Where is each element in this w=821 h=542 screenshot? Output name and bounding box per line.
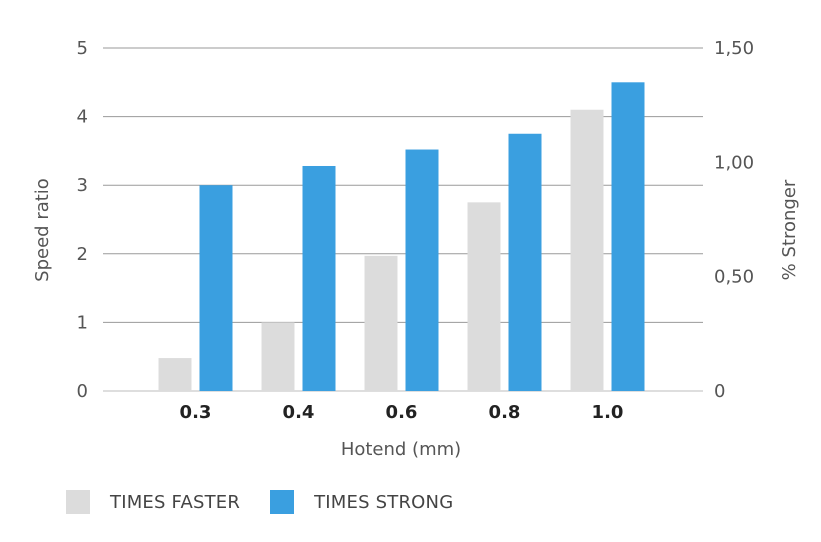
- right-tick-label: 1,50: [714, 38, 754, 59]
- bar-times-strong-0.4: [302, 165, 336, 391]
- bar-times-strong-1.0: [611, 82, 645, 392]
- x-axis-title: Hotend (mm): [341, 439, 461, 460]
- y-axis-title: Speed ratio: [32, 178, 53, 282]
- category-label: 0.4: [283, 402, 315, 423]
- category-label: 0.6: [386, 402, 418, 423]
- left-tick-label: 0: [77, 381, 88, 402]
- legend-label-times-faster: TIMES FASTER: [110, 491, 241, 513]
- legend-item-times-faster: TIMES FASTER: [66, 490, 240, 514]
- bars: [158, 82, 645, 392]
- bar-times-faster-0.6: [364, 255, 398, 391]
- bar-times-strong-0.3: [199, 185, 233, 391]
- category-label: 0.8: [489, 402, 521, 423]
- bar-times-faster-0.4: [261, 322, 295, 391]
- legend-label-times-strong: TIMES STRONG: [314, 491, 454, 513]
- right-tick-label: 0: [714, 381, 725, 402]
- left-tick-label: 5: [77, 38, 88, 59]
- category-label: 1.0: [592, 402, 624, 423]
- legend: TIMES FASTER TIMES STRONG: [66, 490, 483, 514]
- legend-item-times-strong: TIMES STRONG: [270, 490, 453, 514]
- right-tick-label: 0,50: [714, 267, 754, 288]
- left-tick-label: 4: [77, 107, 88, 128]
- legend-swatch-times-faster: [66, 490, 90, 514]
- right-tick-label: 1,00: [714, 152, 754, 173]
- left-axis-ticks: 0 1 2 3 4 5: [77, 38, 88, 402]
- bar-times-strong-0.6: [405, 149, 439, 391]
- y2-axis-title: % Stronger: [779, 179, 800, 280]
- right-axis-ticks: 0 0,50 1,00 1,50: [714, 38, 754, 402]
- bar-times-faster-0.8: [467, 202, 501, 391]
- category-label: 0.3: [180, 402, 212, 423]
- bar-times-faster-0.3: [158, 358, 192, 391]
- bar-times-strong-0.8: [508, 133, 542, 391]
- bar-times-faster-1.0: [570, 109, 604, 392]
- legend-swatch-times-strong: [270, 490, 295, 514]
- left-tick-label: 1: [77, 312, 88, 333]
- left-tick-label: 3: [77, 175, 88, 196]
- left-tick-label: 2: [77, 244, 88, 265]
- category-labels: 0.3 0.4 0.6 0.8 1.0: [180, 402, 624, 423]
